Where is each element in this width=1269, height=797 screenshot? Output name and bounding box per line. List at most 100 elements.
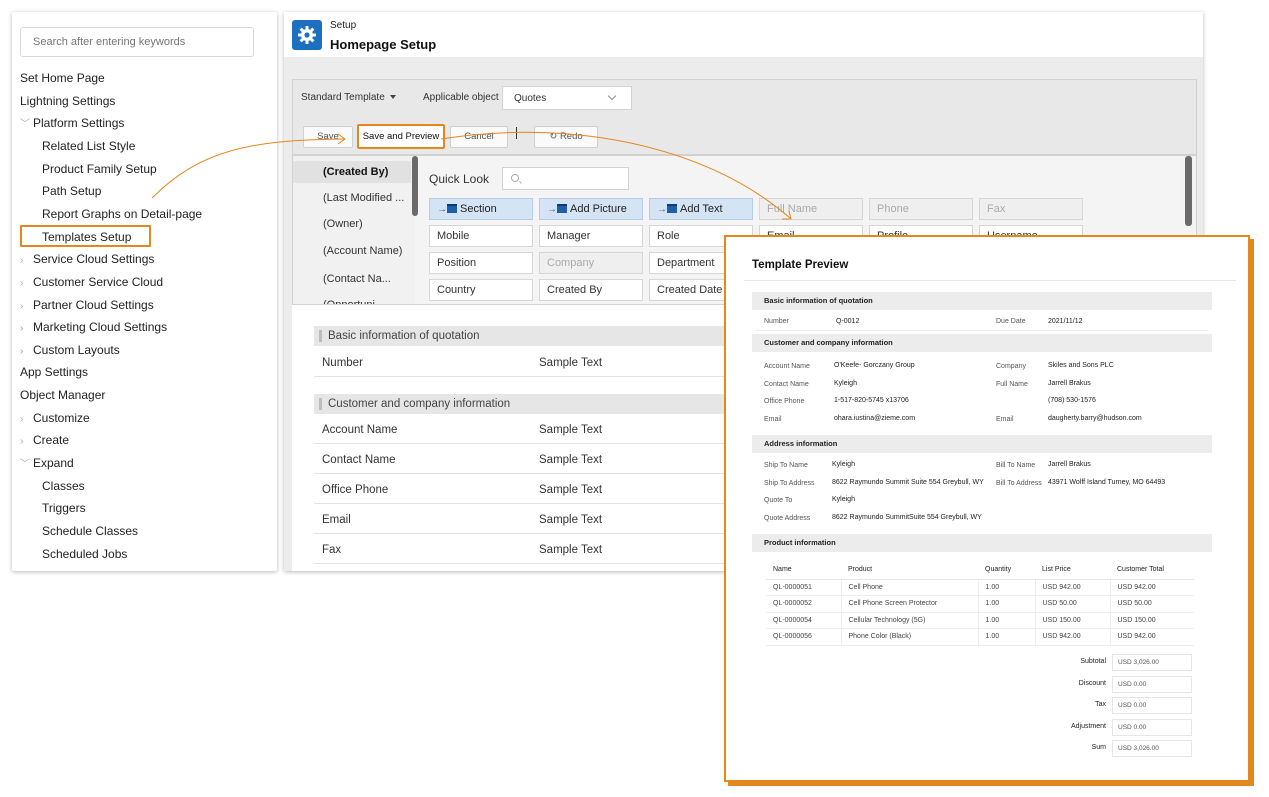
field-chip[interactable]: Full Name	[759, 198, 863, 220]
sidebar-item[interactable]: Related List Style	[42, 135, 135, 157]
sidebar-search-input[interactable]	[20, 27, 254, 57]
field-chip[interactable]: → Add Text	[649, 198, 753, 220]
table-cell: 1.00	[978, 595, 1036, 613]
preview-label: Number	[764, 318, 789, 325]
arrow-right-icon: →	[547, 204, 557, 215]
redo-button[interactable]: ↻ Redo	[534, 126, 598, 148]
field-chip[interactable]: Phone	[869, 198, 973, 220]
sidebar-item-label: Path Setup	[42, 184, 102, 199]
sidebar-item[interactable]: Lightning Settings	[20, 90, 115, 112]
field-chip[interactable]: → Section	[429, 198, 533, 220]
sidebar-item[interactable]: › Customer Service Cloud	[20, 271, 163, 293]
template-preview-panel: Template Preview Basic information of qu…	[724, 235, 1250, 782]
table-cell: 1.00	[978, 579, 1036, 596]
field-chip[interactable]: Manager	[539, 225, 643, 247]
template-select[interactable]: Standard Template	[301, 92, 396, 103]
section-header[interactable]: Customer and company information	[314, 394, 734, 414]
field-label: Contact Name	[322, 454, 396, 466]
field-chip[interactable]: Fax	[979, 198, 1083, 220]
table-cell: USD 150.00	[1035, 612, 1111, 629]
sidebar-item-label: Expand	[33, 456, 74, 471]
field-chip[interactable]: Country	[429, 279, 533, 301]
total-label: Sum	[1091, 744, 1106, 751]
sidebar-item[interactable]: Path Setup	[42, 180, 101, 202]
table-cell: USD 942.00	[1035, 628, 1111, 646]
field-chip-label: Position	[437, 257, 477, 269]
field-chip-label: Phone	[877, 203, 909, 215]
canvas-field-row[interactable]: Fax Sample Text	[314, 536, 734, 564]
sidebar-item-label: Report Graphs on Detail-page	[42, 206, 203, 221]
field-label: Office Phone	[322, 484, 389, 496]
field-chip-label: Company	[547, 257, 595, 269]
preview-value: Jarrell Brakus	[1048, 461, 1091, 468]
field-list-item[interactable]: (Created By)	[293, 161, 411, 183]
canvas-field-row[interactable]: Account Name Sample Text	[314, 416, 734, 444]
sidebar-item[interactable]: › Service Cloud Settings	[20, 248, 154, 270]
canvas-field-row[interactable]: Email Sample Text	[314, 506, 734, 534]
canvas-field-row[interactable]: Office Phone Sample Text	[314, 476, 734, 504]
sidebar-item[interactable]: ﹀ Expand	[20, 452, 74, 474]
divider	[756, 330, 1208, 331]
window-icon	[557, 204, 567, 213]
field-chip-label: Created By	[547, 284, 603, 296]
sidebar-item[interactable]: Triggers	[42, 497, 86, 519]
field-sample-value: Sample Text	[539, 514, 603, 526]
field-list-item[interactable]: (Owner)	[323, 218, 363, 230]
sidebar-item[interactable]: Report Graphs on Detail-page	[42, 203, 202, 225]
sidebar-item[interactable]: Object Manager	[20, 384, 105, 406]
table-cell: Cell Phone Screen Protector	[841, 595, 979, 613]
field-list-scrollbar[interactable]	[412, 156, 418, 216]
palette-scrollbar[interactable]	[1185, 156, 1192, 226]
canvas-field-row[interactable]: Number Sample Text	[314, 349, 734, 377]
sidebar-item[interactable]: › Custom Layouts	[20, 339, 120, 361]
table-cell: USD 942.00	[1110, 628, 1194, 646]
setup-sidebar: Set Home Page Lightning Settings﹀Platform…	[12, 12, 277, 571]
quick-look-search-input[interactable]	[502, 167, 629, 190]
preview-label: Due Date	[996, 318, 1026, 325]
column-header: Customer Total	[1110, 560, 1194, 580]
total-value: USD 0.00	[1112, 718, 1192, 736]
preview-value: Q-0012	[836, 318, 860, 325]
cancel-button[interactable]: Cancel	[450, 126, 508, 148]
field-list-item[interactable]: (Contact Na...	[323, 273, 391, 285]
chevron-right-icon: ›	[20, 300, 24, 312]
sidebar-item[interactable]: App Settings	[20, 361, 88, 383]
field-chip-label: Section	[460, 203, 497, 215]
sidebar-item[interactable]: Classes	[42, 475, 85, 497]
preview-label: Ship To Address	[764, 479, 815, 487]
field-chip[interactable]: → Add Picture	[539, 198, 643, 220]
sidebar-item[interactable]: › Partner Cloud Settings	[20, 294, 154, 316]
sidebar-item[interactable]: Product Family Setup	[42, 158, 157, 180]
sidebar-item[interactable]: › Customize	[20, 407, 90, 429]
total-label: Discount	[1078, 679, 1106, 687]
canvas-field-row[interactable]: Contact Name Sample Text	[314, 446, 734, 474]
sidebar-item-label: Set Home Page	[20, 71, 105, 85]
sidebar-item[interactable]: › Marketing Cloud Settings	[20, 316, 167, 338]
sidebar-item-label: Scheduled Jobs	[42, 546, 128, 561]
field-chip[interactable]: Company	[539, 252, 643, 274]
save-and-preview-button[interactable]: Save and Preview	[357, 124, 445, 149]
arrow-right-icon: →	[437, 204, 447, 215]
total-value: USD 0.00	[1112, 697, 1192, 714]
sidebar-item[interactable]: ﹀ Platform Settings	[20, 112, 124, 134]
field-chip[interactable]: Mobile	[429, 225, 533, 247]
field-chip[interactable]: Role	[649, 225, 753, 247]
sidebar-item[interactable]: Set Home Page	[20, 67, 105, 89]
quick-look-label: Quick Look	[429, 172, 490, 186]
field-list-item[interactable]: (Last Modified ...	[323, 192, 405, 204]
field-chip[interactable]: Created By	[539, 279, 643, 301]
sidebar-item[interactable]: Templates Setup	[20, 224, 152, 247]
sidebar-item[interactable]: Schedule Classes	[42, 520, 138, 542]
field-chip[interactable]: Position	[429, 252, 533, 274]
preview-label: Office Phone	[764, 398, 805, 406]
chevron-right-icon: ›	[20, 413, 24, 425]
field-list-item[interactable]: (Opportuni	[323, 299, 375, 305]
section-header[interactable]: Basic information of quotation	[314, 326, 734, 346]
applicable-object-select[interactable]: Quotes	[502, 86, 632, 110]
preview-value: daugherty.barry@hudson.com	[1048, 414, 1142, 422]
preview-section-header: Address information	[752, 435, 1212, 453]
field-list-item[interactable]: (Account Name)	[323, 245, 403, 257]
sidebar-item-label: Service Cloud Settings	[33, 252, 155, 267]
sidebar-item[interactable]: Scheduled Jobs	[42, 543, 127, 565]
sidebar-item[interactable]: › Create	[20, 429, 69, 451]
